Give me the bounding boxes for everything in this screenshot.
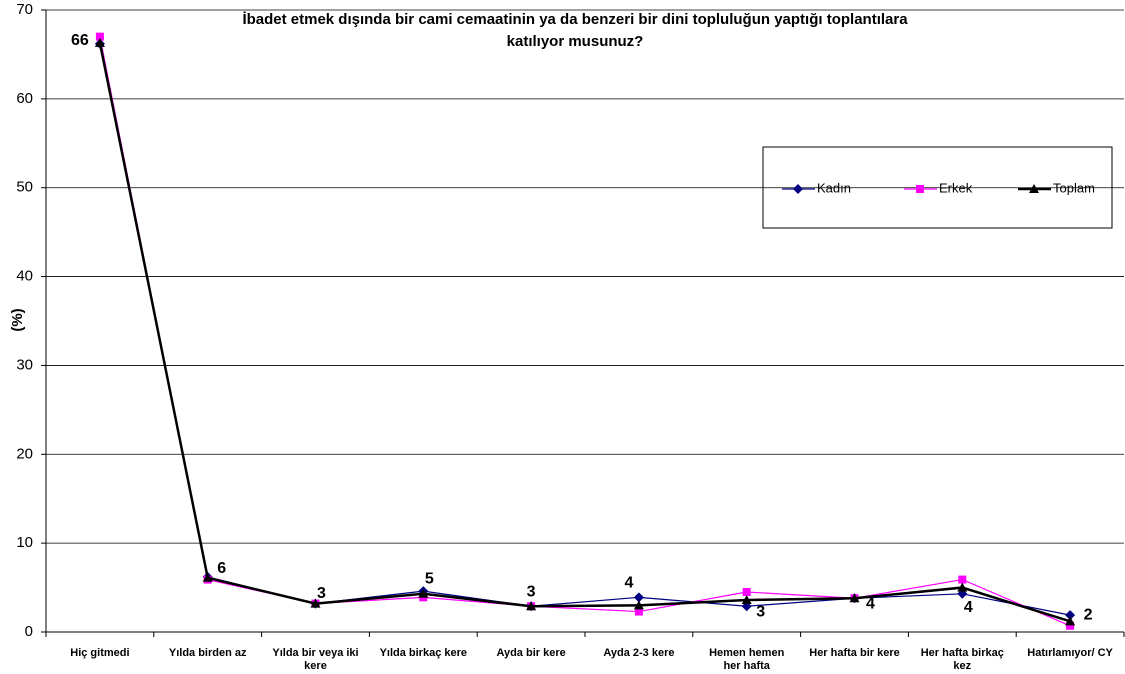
x-tick-label: Her hafta birkaç kez bbox=[921, 647, 1004, 672]
x-tick-label: Hemen hemen her hafta bbox=[709, 647, 784, 672]
y-axis-label: (%) bbox=[9, 308, 26, 331]
data-label: 4 bbox=[866, 595, 875, 612]
legend-label: Toplam bbox=[1053, 180, 1095, 195]
legend-marker bbox=[916, 185, 924, 193]
data-label: 3 bbox=[756, 603, 765, 620]
series-line bbox=[99, 43, 1071, 616]
x-tick-label: Ayda bir kere bbox=[496, 647, 565, 659]
data-point bbox=[1066, 621, 1075, 630]
data-point bbox=[1065, 610, 1076, 621]
data-point bbox=[957, 582, 968, 592]
data-point bbox=[1065, 616, 1076, 626]
y-tick-label: 40 bbox=[16, 268, 33, 285]
legend-label: Kadın bbox=[817, 180, 851, 195]
y-tick-label: 60 bbox=[16, 90, 33, 107]
chart-title: İbadet etmek dışında bir cami cemaatinin… bbox=[242, 11, 908, 28]
data-point bbox=[634, 607, 643, 616]
legend-label: Erkek bbox=[939, 180, 973, 195]
y-tick-label: 70 bbox=[16, 1, 33, 18]
data-point bbox=[202, 572, 213, 582]
data-label: 4 bbox=[964, 599, 973, 616]
data-label: 4 bbox=[624, 575, 633, 592]
series-line bbox=[98, 42, 1071, 623]
data-label: 2 bbox=[1084, 606, 1093, 623]
x-tick-label: Hiç gitmedi bbox=[70, 647, 129, 659]
x-tick-label: Yılda bir veya iki kere bbox=[272, 647, 358, 672]
chart-title: katılıyor musunuz? bbox=[507, 33, 644, 50]
data-point bbox=[633, 592, 644, 603]
y-tick-label: 10 bbox=[16, 534, 33, 551]
x-tick-label: Yılda birkaç kere bbox=[380, 647, 467, 659]
data-point bbox=[741, 595, 752, 605]
data-label: 3 bbox=[317, 585, 326, 602]
data-point bbox=[633, 600, 644, 610]
y-tick-label: 20 bbox=[16, 445, 33, 462]
x-tick-label: Ayda 2-3 kere bbox=[603, 647, 674, 659]
data-point bbox=[526, 601, 537, 611]
data-point bbox=[418, 588, 429, 598]
data-point bbox=[742, 588, 751, 597]
data-label: 3 bbox=[527, 583, 536, 600]
data-label: 5 bbox=[425, 570, 434, 587]
data-point bbox=[849, 593, 860, 603]
data-point bbox=[310, 598, 321, 608]
y-tick-label: 0 bbox=[25, 623, 33, 640]
x-tick-label: Hatırlamıyor/ CY bbox=[1027, 647, 1113, 659]
x-tick-label: Yılda birden az bbox=[169, 647, 247, 659]
y-tick-label: 50 bbox=[16, 179, 33, 196]
x-tick-label: Her hafta bir kere bbox=[809, 647, 899, 659]
data-point bbox=[958, 575, 967, 584]
data-point bbox=[95, 32, 104, 41]
data-label: 6 bbox=[217, 560, 226, 577]
series-line bbox=[99, 36, 1071, 627]
data-label: 66 bbox=[71, 32, 89, 49]
y-tick-label: 30 bbox=[16, 356, 33, 373]
legend-marker bbox=[793, 184, 803, 194]
data-point bbox=[94, 37, 105, 47]
legend-marker bbox=[1029, 184, 1039, 193]
